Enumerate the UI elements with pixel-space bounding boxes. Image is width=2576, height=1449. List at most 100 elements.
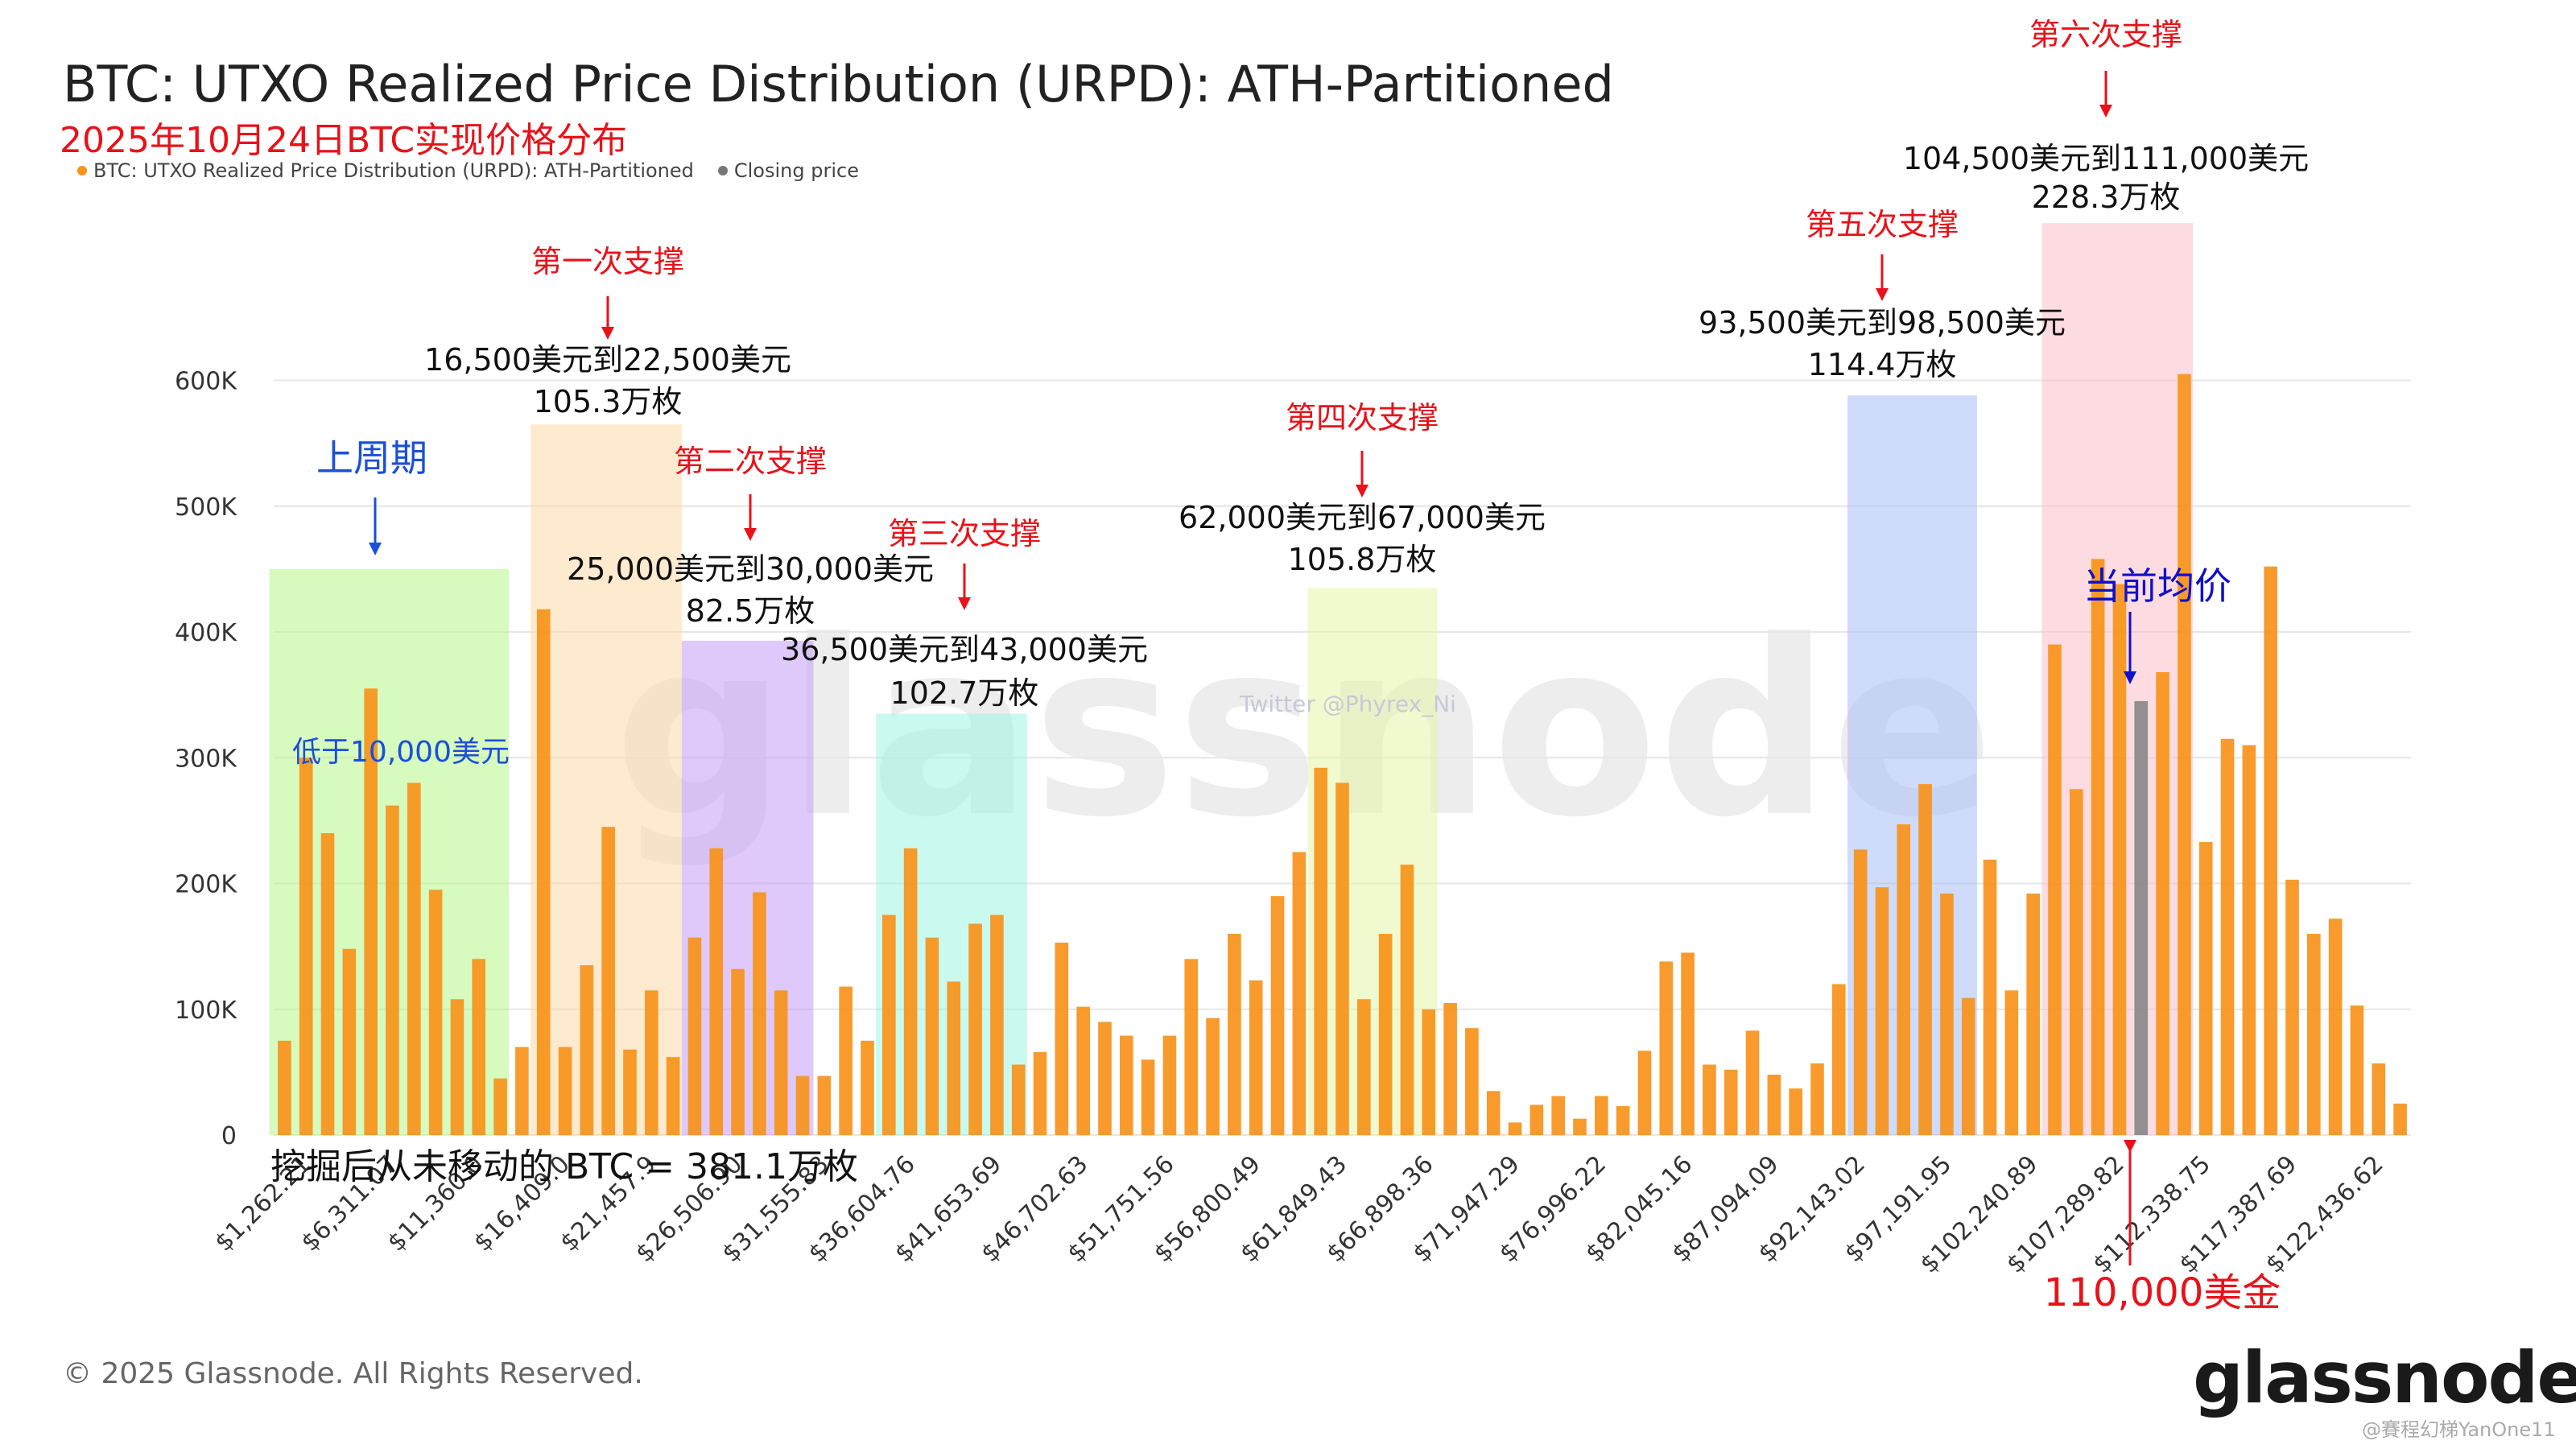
bar — [2112, 584, 2127, 1135]
support-label-6: 第六次支撑 — [2029, 17, 2182, 52]
bar — [1767, 1075, 1781, 1135]
bar — [1573, 1118, 1587, 1135]
bar — [2328, 919, 2343, 1135]
y-tick-label: 300K — [175, 745, 237, 773]
support-range-1: 16,500美元到22,500美元 — [424, 342, 791, 378]
bar — [472, 959, 486, 1135]
bar — [1486, 1091, 1501, 1135]
bar — [2156, 672, 2169, 1135]
bar — [1120, 1035, 1133, 1135]
bar — [645, 990, 658, 1135]
y-tick-label: 500K — [175, 493, 237, 522]
support-label-2: 第二次支撑 — [674, 444, 827, 479]
bar — [1551, 1096, 1565, 1135]
bar — [2198, 841, 2213, 1135]
bar — [774, 990, 788, 1135]
bar — [1228, 934, 1241, 1135]
bar — [407, 782, 421, 1135]
bar — [795, 1075, 810, 1135]
bar — [903, 848, 918, 1135]
bar — [1745, 1030, 1760, 1135]
y-axis: 0 100K 200K 300K 400K 500K 600K — [175, 368, 237, 1151]
bar — [1637, 1051, 1652, 1135]
bar — [1249, 980, 1263, 1135]
bar — [1961, 997, 1975, 1135]
y-tick-label: 100K — [175, 997, 237, 1025]
y-tick-label: 200K — [175, 871, 237, 899]
bar — [2220, 738, 2235, 1135]
y-tick-label: 0 — [221, 1122, 237, 1150]
zone-support-2 — [681, 640, 814, 1135]
bar — [2004, 990, 2019, 1135]
bar — [968, 923, 982, 1135]
chart-title: BTC: UTXO Realized Price Distribution (U… — [63, 55, 1614, 114]
previous-cycle-label: 上周期 — [316, 436, 427, 480]
zone-support-5 — [1847, 395, 1977, 1135]
bar — [1681, 952, 1695, 1135]
bar — [1810, 1063, 1824, 1135]
bar — [839, 986, 852, 1135]
support-label-4: 第四次支撑 — [1286, 400, 1439, 436]
bar — [386, 805, 399, 1135]
bar — [1314, 767, 1327, 1135]
y-tick-label: 400K — [175, 619, 237, 647]
bar — [1724, 1069, 1738, 1135]
bar — [1378, 934, 1393, 1135]
bar — [1443, 1002, 1457, 1135]
bar — [2285, 879, 2299, 1135]
bar — [515, 1046, 529, 1135]
bar — [2264, 566, 2277, 1135]
support-amount-1: 105.3万枚 — [534, 384, 683, 419]
bar — [1897, 824, 1911, 1135]
support-range-5: 93,500美元到98,500美元 — [1699, 305, 2066, 341]
support-amount-2: 82.5万枚 — [686, 593, 815, 629]
bar — [1335, 782, 1349, 1135]
bar — [364, 688, 378, 1135]
bar — [1595, 1096, 1608, 1135]
bar — [2026, 894, 2040, 1135]
bar-series — [278, 374, 2407, 1135]
bar — [1422, 1009, 1436, 1135]
bar — [558, 1046, 572, 1135]
support-arrow-4-head — [1356, 485, 1368, 497]
bar — [428, 890, 443, 1135]
bar — [1162, 1035, 1177, 1135]
bar — [947, 981, 961, 1135]
support-arrow-1-head — [601, 327, 614, 340]
bar — [1616, 1106, 1630, 1135]
bar — [1983, 859, 1997, 1135]
bar — [623, 1049, 637, 1135]
bar — [666, 1057, 680, 1135]
bar — [1659, 961, 1674, 1135]
current-average-label: 当前均价 — [2083, 564, 2231, 608]
bar — [1508, 1122, 1522, 1135]
bar — [601, 827, 615, 1135]
support-amount-6: 228.3万枚 — [2032, 180, 2181, 215]
bar — [1918, 784, 1932, 1135]
bar — [1530, 1104, 1544, 1135]
bar — [709, 848, 724, 1135]
price-110k-arrow-head — [2124, 1140, 2136, 1153]
support-range-2: 25,000美元到30,000美元 — [567, 551, 934, 587]
bar — [2091, 559, 2105, 1135]
twitter-watermark: Twitter @Phyrex_Ni — [1240, 691, 1456, 717]
bar — [1789, 1088, 1802, 1135]
bar — [1076, 1006, 1090, 1135]
bar — [2393, 1103, 2407, 1135]
support-arrow-5-head — [1876, 288, 1889, 301]
price-110k-label: 110,000美金 — [2044, 1270, 2281, 1315]
bar — [1270, 896, 1285, 1135]
bar — [817, 1075, 832, 1135]
bar — [2372, 1063, 2386, 1135]
bar — [1055, 942, 1069, 1135]
bar — [1400, 865, 1414, 1135]
bar — [731, 968, 745, 1135]
bar — [1703, 1064, 1716, 1135]
bar — [1141, 1059, 1155, 1135]
zone-support-4 — [1307, 588, 1438, 1135]
support-label-3: 第三次支撑 — [888, 516, 1041, 551]
closing-price-bar — [2134, 700, 2149, 1135]
bar — [2350, 1005, 2364, 1135]
